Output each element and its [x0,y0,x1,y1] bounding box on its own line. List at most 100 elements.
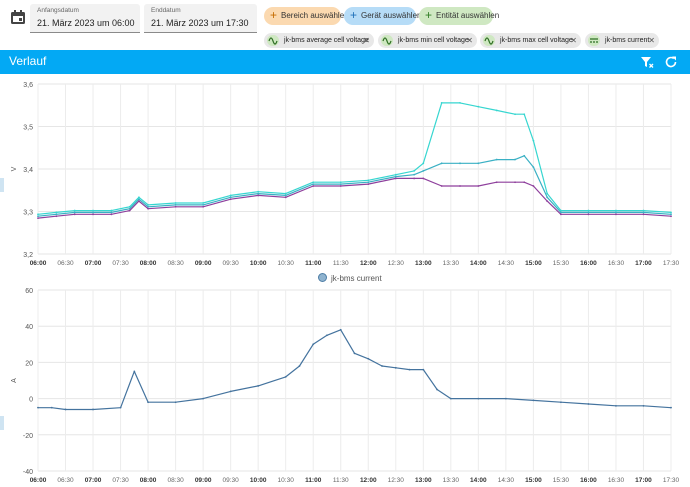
data-point [37,217,39,220]
data-point [37,213,39,216]
entity-chip-label: jk-bms min cell voltage [398,37,469,44]
data-point [459,101,461,104]
x-tick-label: 10:30 [278,260,295,267]
data-point [523,154,526,157]
x-tick-label: 17:00 [635,260,652,267]
x-tick-label: 09:30 [223,260,240,267]
current-legend[interactable]: jk-bms current [318,273,382,285]
data-point [670,215,672,218]
legend-label: jk-bms current [331,274,382,283]
data-point [339,185,342,187]
x-tick-label: 06:00 [30,260,47,267]
data-point [284,192,287,195]
refresh-icon[interactable] [664,55,678,69]
x-tick-label: 14:00 [470,260,487,267]
data-point [64,408,67,411]
data-point [394,366,397,369]
data-point [615,213,617,216]
data-point [670,211,672,214]
data-point [55,213,58,216]
y-tick-label: 3,4 [23,167,33,174]
data-point [642,211,645,214]
y-tick-label: 3,5 [23,125,33,132]
data-point [495,158,498,161]
data-point [587,213,590,216]
calendar-icon[interactable] [10,9,26,25]
series-line-1 [38,329,672,411]
data-point [422,177,425,180]
data-point [128,205,131,208]
data-point [73,211,76,214]
x-tick-label: 11:00 [305,260,322,267]
data-point [257,192,260,195]
x-tick-label: 11:30 [333,477,349,484]
close-icon[interactable]: ✕ [570,36,577,45]
data-point [174,203,177,206]
data-point [615,404,617,407]
legend-swatch [318,273,327,282]
data-point [642,404,645,407]
data-point [339,181,342,184]
data-point [615,209,617,212]
close-icon[interactable]: ✕ [466,36,473,45]
y-tick-label: 3,2 [23,252,33,259]
data-point [147,205,149,208]
data-point [440,185,443,187]
x-tick-label: 15:00 [525,260,542,267]
end-date-field[interactable]: Enddatum 21. März 2023 um 17:30 [144,4,257,33]
data-point [174,205,177,208]
x-tick-label: 09:00 [195,477,212,484]
x-tick-label: 14:30 [498,260,515,267]
start-date-field[interactable]: Anfangsdatum 21. März 2023 um 06:00 [30,4,140,33]
y-tick-label: 3,6 [23,82,33,89]
data-point [128,207,131,210]
data-point [394,173,397,176]
entity-chip-average-voltage[interactable]: jk-bms average cell voltage ✕ [264,33,374,48]
data-point [546,196,549,199]
close-icon[interactable]: ✕ [363,36,370,45]
data-point [413,169,416,172]
data-point [367,179,370,182]
data-point [312,343,315,346]
y-tick-label: 0 [29,397,33,404]
data-point [367,357,370,360]
data-point [284,375,287,378]
data-point [642,213,645,216]
data-point [514,181,516,184]
data-point [92,408,94,411]
data-point [670,213,672,216]
data-point [73,213,76,216]
choose-area-button[interactable]: + Bereich auswählen [264,7,349,25]
entity-chip-min-voltage[interactable]: jk-bms min cell voltage ✕ [378,33,477,48]
data-point [394,177,397,180]
data-point [73,209,76,212]
sine-wave-icon [483,35,495,46]
data-point [422,368,425,371]
data-point [523,181,526,184]
y-tick-label: -20 [23,433,33,440]
data-point [312,185,315,187]
x-tick-label: 06:30 [57,260,74,267]
data-point [138,200,140,203]
data-point [532,185,535,187]
x-tick-label: 12:30 [388,260,405,267]
history-toolbar: Anfangsdatum 21. März 2023 um 06:00 Endd… [0,0,690,48]
data-point [284,196,287,199]
data-point [312,183,315,186]
x-tick-label: 06:30 [57,477,74,484]
data-point [92,209,94,212]
close-icon[interactable]: ✕ [648,36,655,45]
data-point [174,202,177,204]
choose-entity-button[interactable]: + Entität auswählen [419,7,499,25]
choose-device-button[interactable]: + Gerät auswählen [344,7,421,25]
x-tick-label: 12:30 [388,477,405,484]
x-tick-label: 16:00 [580,477,597,484]
entity-chip-max-voltage[interactable]: jk-bms max cell voltage ✕ [480,33,581,48]
x-tick-label: 07:30 [112,260,129,267]
entity-chip-label: jk-bms average cell voltage [284,37,369,44]
data-point [495,109,498,112]
filter-remove-icon[interactable] [640,55,654,69]
x-tick-label: 11:30 [333,260,349,267]
x-tick-label: 10:30 [278,477,295,484]
entity-chip-current[interactable]: jk-bms current ✕ [585,33,659,48]
